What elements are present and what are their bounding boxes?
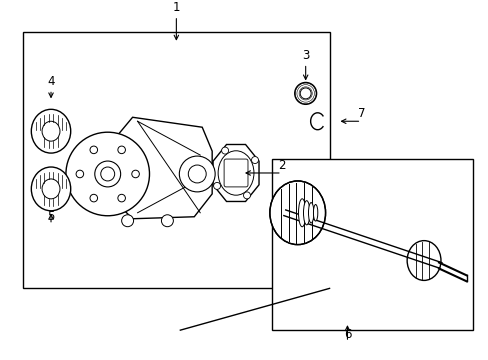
Circle shape <box>122 215 133 227</box>
Text: 5: 5 <box>47 210 55 223</box>
Bar <box>271 159 472 330</box>
Text: 2: 2 <box>278 158 285 171</box>
Circle shape <box>118 146 125 154</box>
Circle shape <box>251 157 258 163</box>
Circle shape <box>76 170 83 178</box>
Polygon shape <box>112 117 212 219</box>
Ellipse shape <box>308 203 313 223</box>
Ellipse shape <box>42 179 60 199</box>
Circle shape <box>213 183 220 189</box>
Text: 1: 1 <box>172 1 180 14</box>
Circle shape <box>221 147 228 154</box>
Circle shape <box>90 194 98 202</box>
Ellipse shape <box>293 197 301 229</box>
Text: 6: 6 <box>343 328 350 341</box>
Bar <box>23 32 329 288</box>
Ellipse shape <box>269 181 325 244</box>
Circle shape <box>101 167 115 181</box>
Ellipse shape <box>31 109 71 153</box>
Text: 4: 4 <box>47 75 55 88</box>
Ellipse shape <box>313 204 317 221</box>
Circle shape <box>132 170 139 178</box>
Text: 7: 7 <box>357 107 365 120</box>
Circle shape <box>90 146 98 154</box>
Circle shape <box>188 165 206 183</box>
Ellipse shape <box>407 240 440 280</box>
Circle shape <box>243 192 250 199</box>
Ellipse shape <box>42 121 60 141</box>
Circle shape <box>179 156 215 192</box>
Text: 3: 3 <box>302 49 309 62</box>
Polygon shape <box>213 144 259 202</box>
Circle shape <box>95 161 121 187</box>
Circle shape <box>300 88 310 99</box>
Ellipse shape <box>303 201 309 225</box>
Ellipse shape <box>31 167 71 211</box>
Circle shape <box>66 132 149 216</box>
Circle shape <box>161 215 173 227</box>
Circle shape <box>294 82 316 104</box>
Ellipse shape <box>298 199 305 227</box>
Circle shape <box>118 194 125 202</box>
